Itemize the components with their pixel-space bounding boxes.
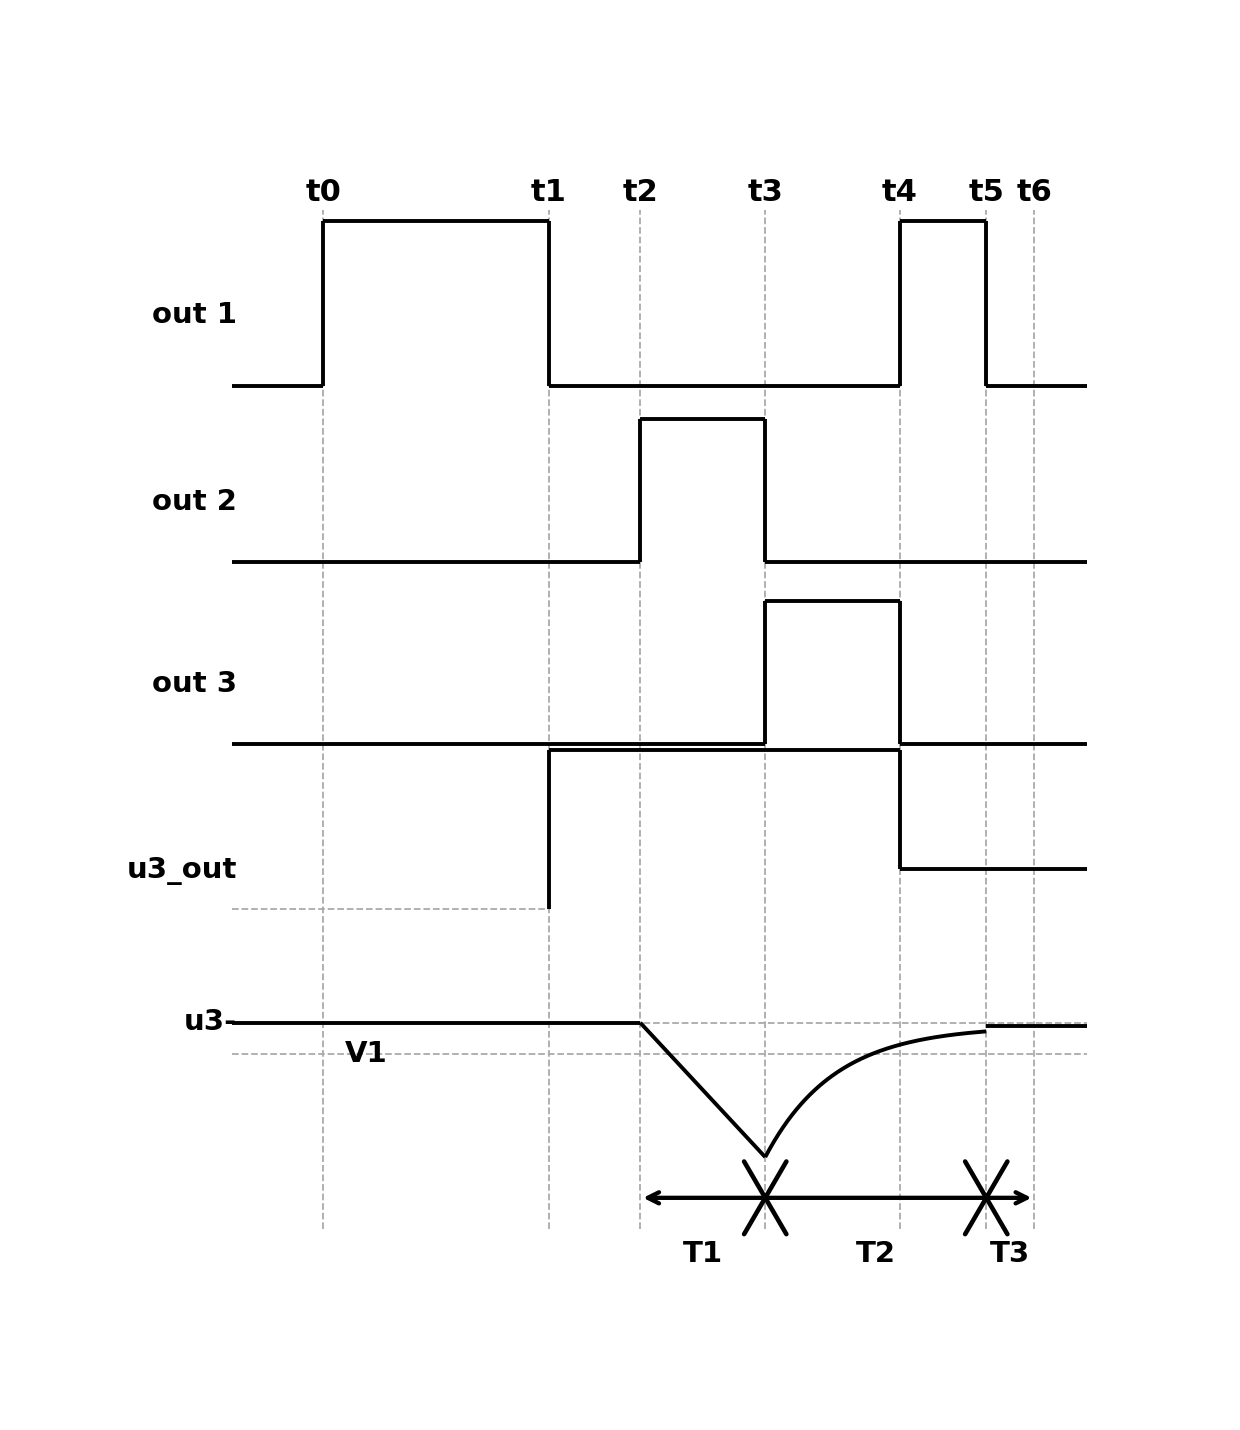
Text: out 1: out 1 (151, 300, 237, 329)
Text: V1: V1 (345, 1040, 388, 1068)
Text: t5: t5 (968, 177, 1004, 207)
Text: t4: t4 (882, 177, 918, 207)
Text: t3: t3 (748, 177, 784, 207)
Text: T3: T3 (991, 1240, 1030, 1267)
Text: t2: t2 (622, 177, 658, 207)
Text: t6: t6 (1017, 177, 1053, 207)
Text: t0: t0 (305, 177, 341, 207)
Text: u3-: u3- (184, 1008, 237, 1035)
Text: T1: T1 (683, 1240, 723, 1267)
Text: out 2: out 2 (151, 488, 237, 516)
Text: out 3: out 3 (151, 669, 237, 698)
Text: T2: T2 (856, 1240, 895, 1267)
Text: t1: t1 (531, 177, 567, 207)
Text: u3_out: u3_out (126, 857, 237, 885)
